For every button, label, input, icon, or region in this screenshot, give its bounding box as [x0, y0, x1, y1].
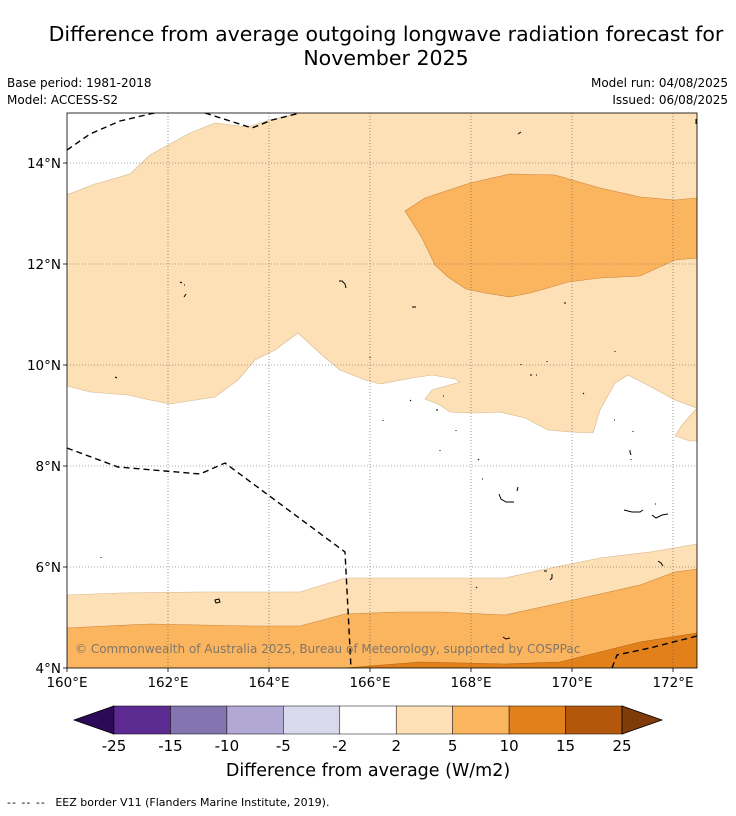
base-period: Base period: 1981-2018 — [7, 76, 152, 90]
map-area: © Commonwealth of Australia 2025, Bureau… — [67, 113, 697, 668]
colorbar: -25 -15 -10 -5 -2 2 5 10 15 25 — [72, 705, 664, 755]
colorbar-label: -25 — [102, 737, 127, 755]
colorbar-label: 25 — [612, 737, 631, 755]
meta-right: Model run: 04/08/2025 Issued: 06/08/2025 — [591, 75, 728, 109]
lon-label: 172°E — [652, 675, 693, 691]
colorbar-label: 15 — [556, 737, 575, 755]
issued-date: Issued: 06/08/2025 — [612, 93, 728, 107]
colorbar-label: 2 — [391, 737, 401, 755]
lat-label: 8°N — [36, 459, 61, 475]
lon-label: 170°E — [551, 675, 592, 691]
lat-label: 6°N — [36, 560, 61, 576]
eez-borders — [67, 113, 697, 668]
lat-label: 12°N — [27, 257, 61, 273]
colorbar-label: -2 — [332, 737, 347, 755]
neutral-top-left — [67, 113, 301, 196]
anomaly-10-15-south — [344, 632, 697, 668]
footer-note: -- -- -- EEZ border V11 (Flanders Marine… — [7, 796, 329, 809]
colorbar-swatch — [226, 705, 284, 735]
lat-label: 14°N — [27, 156, 61, 172]
colorbar-label: -10 — [215, 737, 240, 755]
lon-tick-labels: 160°E 162°E 164°E 166°E 168°E 170°E 172°… — [46, 675, 693, 691]
colorbar-swatch — [113, 705, 171, 735]
colorbar-swatch — [170, 705, 228, 735]
colorbar-label: -15 — [158, 737, 183, 755]
anomaly-5-10-south — [67, 568, 697, 668]
colorbar-extend-low — [72, 705, 115, 735]
lat-label: 10°N — [27, 358, 61, 374]
map-title: Difference from average outgoing longwav… — [0, 22, 736, 70]
colorbar-label: 10 — [500, 737, 519, 755]
model-run: Model run: 04/08/2025 — [590, 76, 728, 90]
colorbar-swatch — [452, 705, 510, 735]
colorbar-swatch — [508, 705, 566, 735]
map-frame — [66, 112, 698, 669]
lon-label: 160°E — [46, 675, 87, 691]
colorbar-swatch — [395, 705, 453, 735]
colorbar-title: Difference from average (W/m2) — [225, 761, 511, 781]
title-line-2: November 2025 — [303, 46, 469, 70]
colorbar-label: -5 — [276, 737, 291, 755]
lat-tick-labels: 4°N 6°N 8°N 10°N 12°N 14°N — [27, 156, 61, 677]
colorbar-extend-high — [621, 705, 664, 735]
gridlines — [67, 113, 697, 668]
eez-legend-symbol: -- -- -- — [7, 796, 46, 809]
lon-label: 162°E — [147, 675, 188, 691]
anomaly-5-10-north — [404, 173, 697, 298]
model-name: Model: ACCESS-S2 — [7, 93, 119, 107]
colorbar-swatch — [565, 705, 623, 735]
colorbar-swatch — [339, 705, 397, 735]
lat-label: 4°N — [36, 661, 61, 677]
meta-left: Base period: 1981-2018 Model: ACCESS-S2 — [7, 75, 152, 109]
colorbar-label: 5 — [448, 737, 458, 755]
lon-label: 164°E — [248, 675, 289, 691]
eez-legend-text: EEZ border V11 (Flanders Marine Institut… — [55, 796, 330, 809]
lon-label: 168°E — [450, 675, 491, 691]
title-line-1: Difference from average outgoing longwav… — [48, 22, 724, 46]
colorbar-swatch — [283, 705, 341, 735]
islands — [100, 119, 697, 640]
copyright-notice: © Commonwealth of Australia 2025, Bureau… — [75, 642, 580, 656]
lon-label: 166°E — [349, 675, 390, 691]
anomaly-2-5-east — [674, 407, 697, 442]
tick-marks — [63, 162, 674, 672]
